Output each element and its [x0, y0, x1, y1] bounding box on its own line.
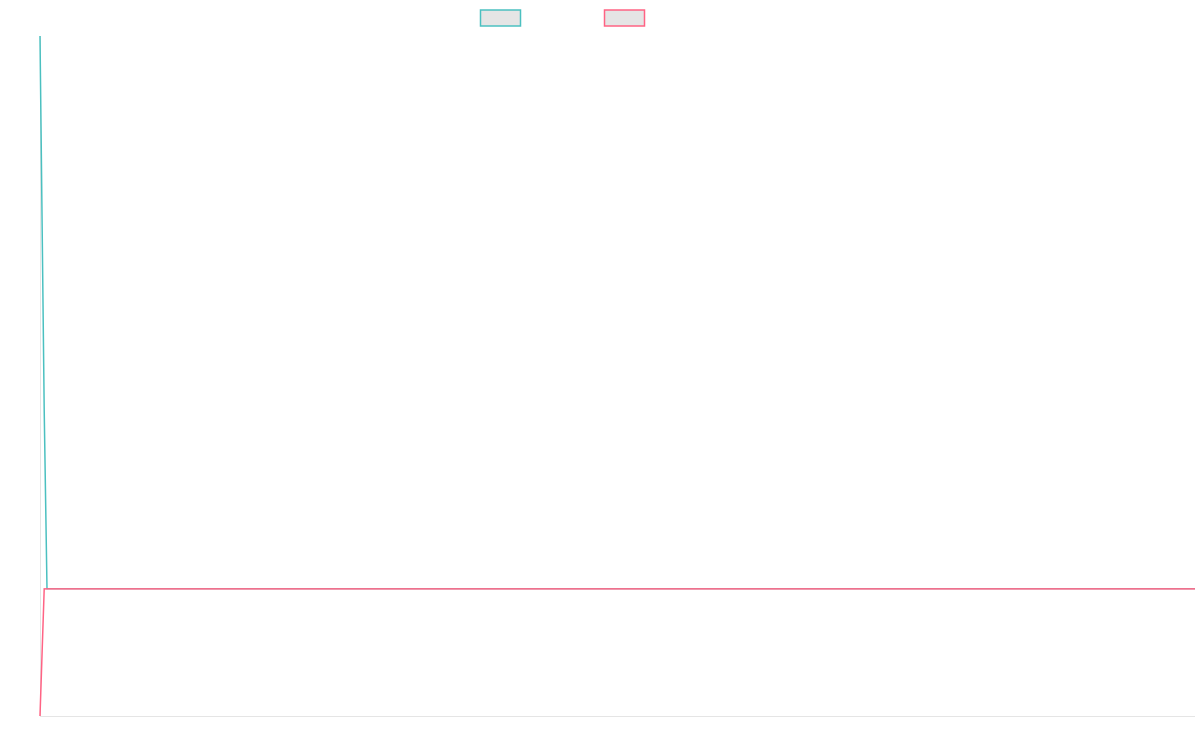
legend-swatch-2[interactable]: [603, 9, 646, 27]
series-line-2: [39, 588, 1195, 717]
series-line-1: [39, 35, 1195, 590]
legend-swatch-1[interactable]: [479, 9, 522, 27]
legend: [479, 9, 646, 27]
